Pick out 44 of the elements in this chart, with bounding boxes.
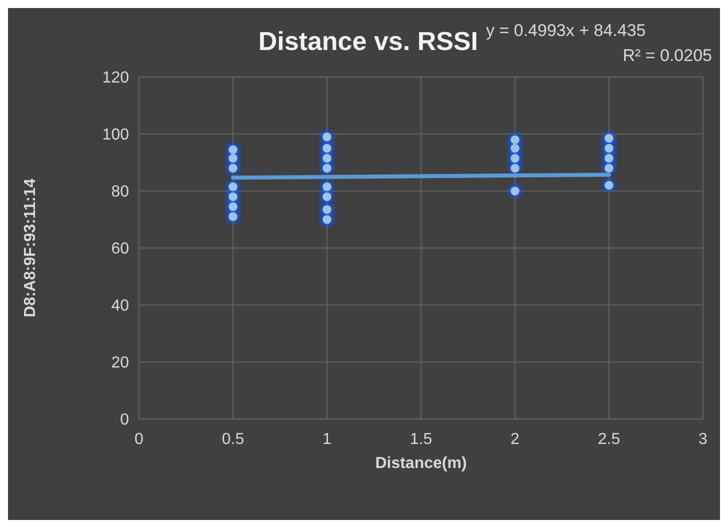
point	[510, 164, 520, 173]
point	[604, 154, 614, 163]
y-tick-label: 100	[102, 126, 130, 144]
chart-title: Distance vs. RSSI	[258, 26, 478, 56]
y-axis-title: D8:A8:9F:93:11:14	[22, 178, 39, 318]
y-tick-label: 0	[120, 412, 130, 429]
point	[510, 186, 520, 196]
point	[604, 144, 614, 153]
x-tick-label: 2	[510, 431, 520, 448]
point	[228, 145, 238, 154]
point	[322, 132, 332, 142]
point	[510, 144, 520, 153]
point	[322, 154, 332, 163]
x-axis-title: Distance(m)	[375, 455, 467, 472]
text: R² = 0.0205	[622, 46, 712, 65]
point	[510, 154, 520, 163]
x-tick-label: 1	[322, 431, 332, 448]
y-tick-label: 40	[111, 298, 130, 315]
point	[228, 154, 238, 163]
point	[228, 164, 238, 173]
point	[322, 182, 332, 192]
y-tick-label: 80	[111, 184, 130, 201]
point	[228, 192, 238, 202]
point	[228, 202, 238, 212]
point	[604, 180, 614, 190]
point	[604, 134, 614, 143]
x-tick-label: 2.5	[598, 431, 620, 448]
x-tick-label: 0.5	[222, 431, 244, 448]
text: y = 0.4993x + 84.435	[486, 21, 646, 40]
point	[322, 164, 332, 173]
point	[322, 144, 332, 153]
point	[510, 135, 520, 144]
y-tick-label: 120	[102, 70, 130, 87]
y-tick-label: 60	[111, 240, 130, 258]
x-tick-label: 1.5	[410, 431, 432, 448]
x-tick-label: 0	[134, 431, 144, 448]
y-tick-label: 20	[111, 354, 130, 372]
x-tick-label: 3	[698, 431, 708, 448]
point	[322, 215, 332, 224]
point	[228, 212, 238, 222]
point	[604, 164, 614, 173]
point	[228, 182, 238, 192]
point	[322, 192, 332, 202]
point	[322, 205, 332, 214]
